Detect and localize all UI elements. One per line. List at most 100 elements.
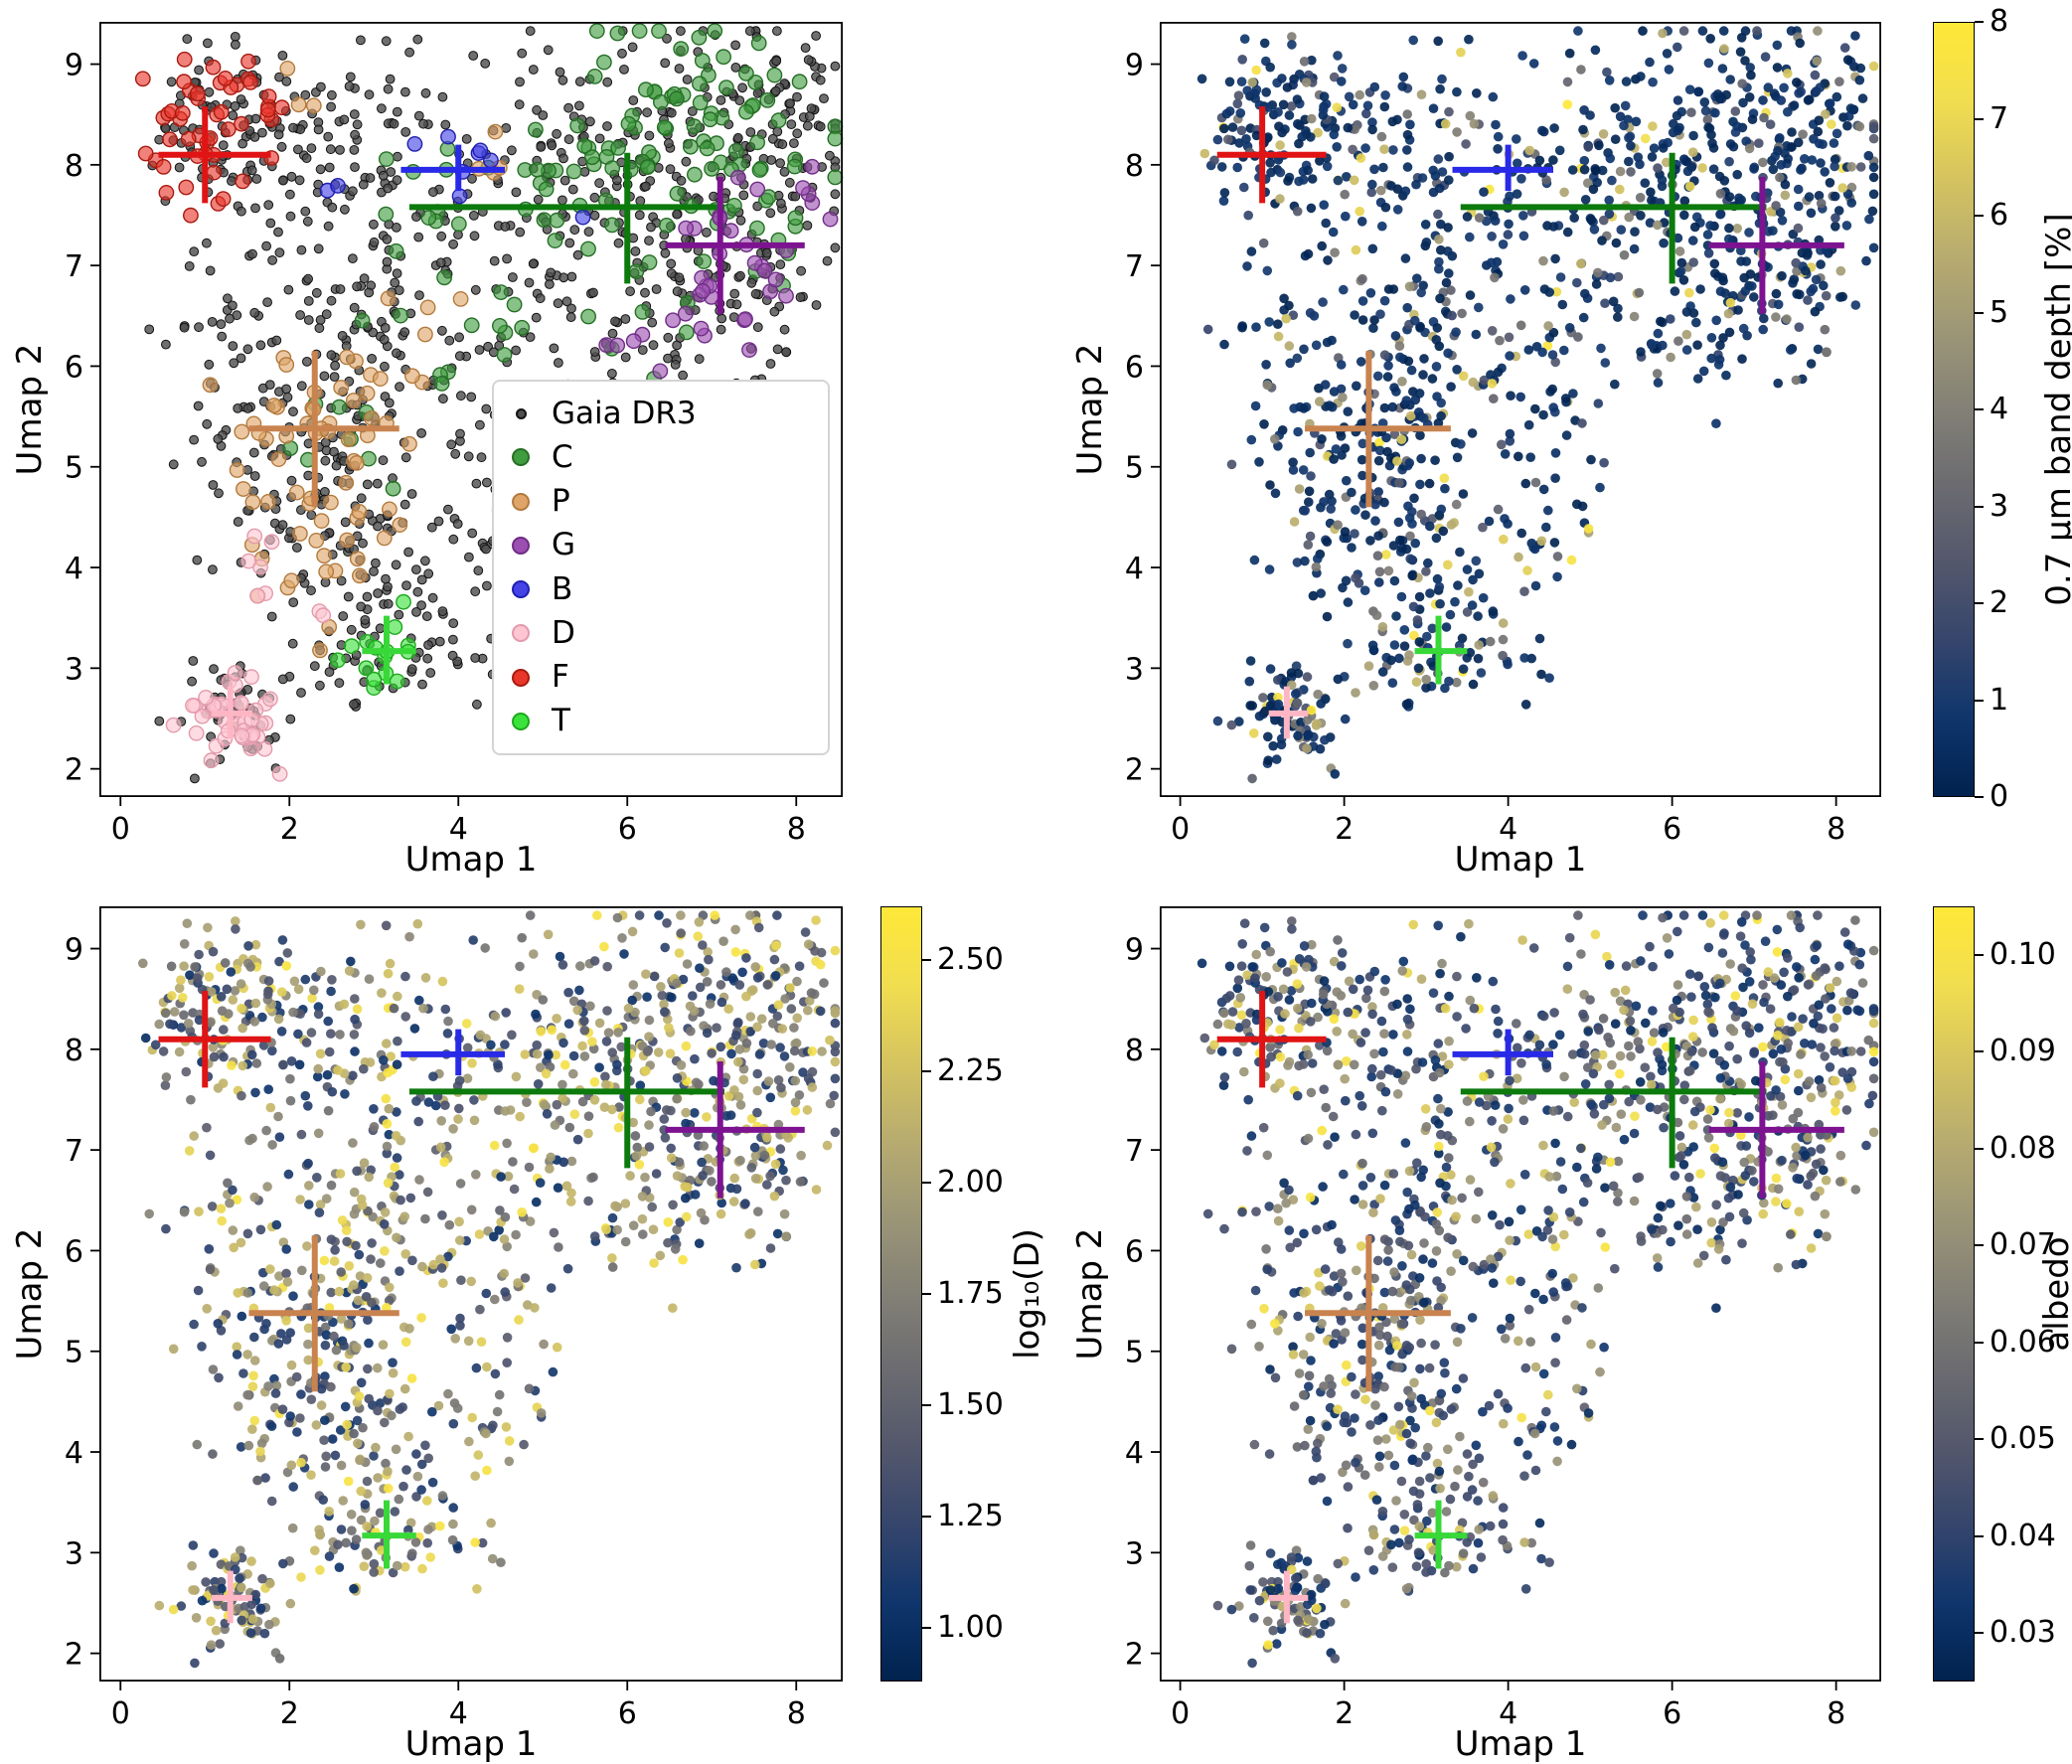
data-point: [1751, 192, 1761, 202]
data-point: [1634, 152, 1644, 162]
data-point: [398, 1482, 408, 1492]
data-point: [325, 1551, 335, 1561]
data-point: [760, 1151, 770, 1161]
data-point: [1390, 640, 1400, 650]
data-point: [1580, 165, 1590, 175]
data-point: [1303, 1050, 1313, 1060]
gaia-point: [228, 177, 237, 186]
data-point: [1234, 90, 1244, 100]
data-point: [1707, 333, 1717, 343]
data-point: [1200, 149, 1210, 159]
gaia-point: [401, 128, 410, 137]
gaia-point: [733, 133, 742, 142]
data-point: [545, 1164, 555, 1174]
data-point: [1249, 728, 1259, 738]
data-point: [496, 1557, 506, 1567]
gaia-point: [274, 228, 283, 237]
data-point: [1358, 296, 1368, 306]
data-point: [1516, 321, 1526, 331]
gaia-point: [393, 349, 401, 358]
data-point: [1434, 257, 1444, 267]
data-point: [317, 1384, 327, 1394]
data-point: [278, 935, 288, 945]
data-point: [1263, 755, 1273, 765]
class-point-C: [640, 160, 654, 174]
data-point: [1486, 370, 1496, 380]
data-point: [1312, 562, 1322, 572]
class-point-P: [351, 552, 365, 565]
data-point: [1834, 77, 1844, 86]
data-point: [297, 1130, 307, 1140]
gaia-point: [379, 171, 388, 180]
data-point: [481, 1429, 491, 1439]
data-point: [384, 969, 394, 979]
data-point: [1395, 536, 1405, 546]
class-point-G: [750, 182, 764, 196]
data-point: [1422, 238, 1432, 247]
data-point: [495, 1390, 505, 1400]
gaia-point: [250, 308, 259, 317]
data-point: [678, 1255, 688, 1265]
gaia-point: [303, 358, 312, 367]
data-point: [672, 979, 682, 989]
data-point: [1869, 1047, 1879, 1057]
class-point-C: [581, 309, 595, 323]
class-point-P: [402, 437, 416, 451]
data-point: [1468, 575, 1478, 585]
class-point-G: [610, 338, 624, 352]
class-point-P: [319, 564, 333, 578]
data-point: [296, 1458, 306, 1468]
legend-item-t: T: [506, 701, 820, 742]
data-point: [1711, 418, 1721, 428]
data-point: [707, 1048, 717, 1058]
data-point: [1289, 403, 1299, 413]
data-point: [342, 1420, 352, 1430]
gaia-point: [777, 199, 786, 208]
data-point: [1710, 259, 1720, 269]
data-point: [205, 972, 215, 982]
data-point: [1402, 396, 1412, 405]
data-point: [272, 1220, 282, 1230]
data-point: [1607, 176, 1617, 186]
data-point: [488, 1421, 498, 1431]
data-point: [482, 1289, 492, 1299]
gaia-point: [731, 41, 740, 50]
data-point: [1758, 980, 1768, 990]
data-point: [352, 1343, 362, 1353]
data-point: [1411, 180, 1421, 190]
class-point-F: [241, 55, 255, 69]
data-point: [1444, 268, 1454, 278]
gaia-point: [710, 192, 718, 201]
class-point-B: [407, 137, 421, 151]
gaia-point: [162, 340, 171, 349]
data-point: [1435, 599, 1445, 609]
gaia-point: [471, 587, 480, 596]
data-point: [1364, 661, 1374, 671]
gaia-point: [194, 401, 203, 410]
gaia-point: [736, 216, 745, 225]
gaia-point: [525, 278, 534, 287]
data-point: [393, 1037, 402, 1046]
data-point: [233, 1288, 242, 1298]
data-point: [1266, 701, 1276, 711]
data-point: [1812, 86, 1822, 96]
data-point: [1408, 36, 1418, 46]
data-point: [1758, 325, 1768, 335]
data-point: [1636, 1095, 1646, 1105]
class-point-B: [441, 129, 455, 143]
data-point: [1624, 213, 1634, 223]
data-point: [1610, 103, 1620, 113]
data-point: [1622, 961, 1632, 971]
data-point: [645, 1142, 655, 1152]
class-point-D: [241, 554, 255, 567]
data-point: [1341, 212, 1351, 222]
data-point: [448, 1124, 458, 1134]
data-point: [1737, 354, 1747, 364]
data-point: [413, 919, 423, 929]
data-point: [829, 1091, 839, 1101]
data-point: [599, 942, 609, 952]
data-point: [1709, 1048, 1719, 1058]
data-point: [1355, 1091, 1364, 1101]
data-point: [796, 1177, 806, 1187]
data-point: [667, 1153, 677, 1163]
